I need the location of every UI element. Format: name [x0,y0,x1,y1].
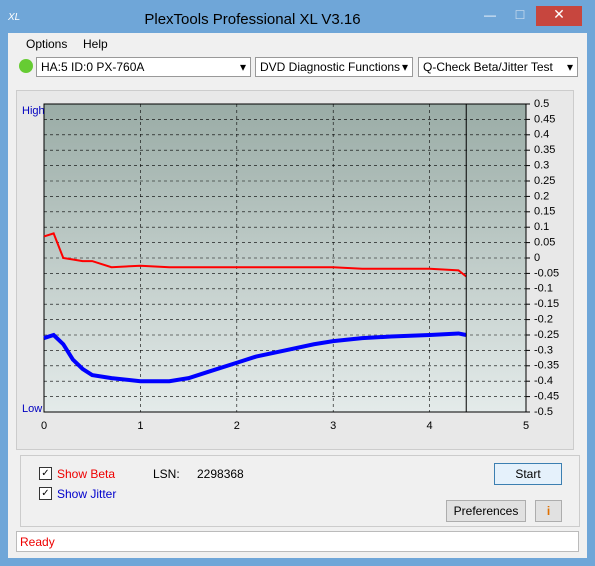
y-tick-label: -0.35 [534,360,559,372]
y-tick-label: -0.3 [534,344,553,356]
x-tick-label: 5 [523,420,529,432]
controls-frame [20,455,580,527]
y-tick-label: 0.05 [534,237,555,249]
y-tick-label: 0.4 [534,129,549,141]
series-line [43,232,467,278]
x-tick-label: 4 [427,420,433,432]
y-high-label: High [22,105,45,117]
lsn-value: 2298368 [197,467,244,481]
minimize[interactable]: — [484,8,496,22]
y-tick-label: 0.3 [534,160,549,172]
preferences-button[interactable]: Preferences [446,500,526,522]
y-tick-label: 0.25 [534,175,555,187]
series-line [43,331,467,384]
test-select[interactable]: Q-Check Beta/Jitter Test [418,57,578,77]
beta-label[interactable]: Show Beta [57,467,116,481]
beta-checkbox[interactable]: ✓ [39,467,52,480]
close[interactable]: ✕ [536,6,582,26]
y-tick-label: -0.2 [534,314,553,326]
y-tick-label: -0.15 [534,298,559,310]
x-tick-label: 2 [234,420,240,432]
start-button[interactable]: Start [494,463,562,485]
y-tick-label: -0.25 [534,329,559,341]
y-tick-label: 0.45 [534,113,555,125]
y-tick-label: -0.5 [534,406,553,418]
drive-icon [19,59,33,73]
maximize[interactable]: ☐ [514,8,526,22]
y-tick-label: 0.15 [534,206,555,218]
drive-select[interactable]: HA:5 ID:0 PX-760A [36,57,251,77]
status-bar: Ready [16,531,579,552]
x-tick-label: 1 [137,420,143,432]
menu-item[interactable]: Options [26,37,68,51]
info-button[interactable]: i [535,500,562,522]
lsn-label: LSN: [153,467,180,481]
y-tick-label: 0.2 [534,190,549,202]
jitter-label[interactable]: Show Jitter [57,487,117,501]
x-tick-label: 3 [330,420,336,432]
chart: High Low 0.50.450.40.350.30.250.20.150.1… [22,98,559,432]
function-select[interactable]: DVD Diagnostic Functions [255,57,413,77]
menu-item[interactable]: Help [83,37,108,51]
y-tick-label: -0.05 [534,267,559,279]
app-icon: XL [8,12,21,23]
x-tick-label: 0 [41,420,47,432]
y-tick-label: -0.4 [534,375,553,387]
y-tick-label: 0.5 [534,98,549,110]
y-low-label: Low [22,403,42,415]
y-tick-label: -0.1 [534,283,553,295]
y-tick-label: 0.1 [534,221,549,233]
window-title: PlexTools Professional XL V3.16 [144,11,361,28]
y-tick-label: -0.45 [534,391,559,403]
y-tick-label: 0.35 [534,144,555,156]
jitter-checkbox[interactable]: ✓ [39,487,52,500]
y-tick-label: 0 [534,252,540,264]
